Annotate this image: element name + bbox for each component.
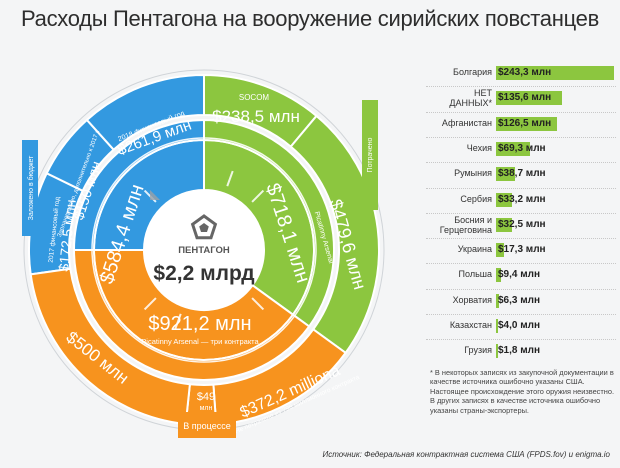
country-row: Грузия $1,8 млн: [416, 339, 620, 364]
country-value-label: $126,5 млн: [498, 117, 552, 129]
center-arrows: [150, 190, 160, 200]
row-divider: [426, 238, 616, 240]
budget-flag: Заложено в бюджет: [22, 140, 38, 236]
row-divider: [426, 314, 616, 315]
row-divider: [426, 187, 616, 189]
delivered-flag-label: Потрачено: [367, 137, 374, 172]
country-row: НЕТ ДАННЫХ* $135,6 млн: [416, 86, 620, 111]
country-bar: [496, 91, 562, 106]
flow-arrow: [251, 189, 265, 203]
row-divider: [426, 339, 616, 341]
country-bar: [496, 344, 498, 359]
inner-orange-value: $921,2 млн: [148, 313, 251, 335]
footnote: * В некоторых записях из закупочной доку…: [430, 368, 615, 415]
country-value-label: $32,5 млн: [498, 218, 546, 230]
country-bar: [496, 293, 500, 308]
country-label: Румыния: [454, 168, 492, 179]
country-row: Чехия $69,3 млн: [416, 137, 620, 162]
country-row: Босния и Герцеговина $32,5 млн: [416, 213, 620, 238]
pentagon-icon: [190, 214, 218, 240]
mid-orange-segment: [72, 249, 311, 381]
country-value-label: $69,3 млн: [498, 142, 546, 154]
row-divider: [426, 212, 616, 214]
spending-donut: ПЕНТАГОН $2,2 млрд $584,4 млн $718,1 млн…: [22, 69, 385, 438]
country-value-label: $1,8 млн: [498, 345, 541, 357]
country-row: Казахстан $4,0 млн: [416, 314, 620, 339]
country-bar: [496, 141, 530, 156]
row-divider: [426, 263, 616, 265]
center-label: ПЕНТАГОН: [178, 245, 230, 256]
outer-socom-value: $238,5 млн: [212, 107, 300, 126]
row-divider: [426, 162, 616, 164]
flow-arrow: [226, 170, 234, 187]
country-bar: [496, 217, 512, 232]
flow-arrow: [251, 297, 265, 311]
country-row: Хорватия $6,3 млн: [416, 289, 620, 314]
country-label: Украина: [457, 244, 492, 255]
outer-socom-caption: SOCOM: [239, 93, 270, 102]
ring-line: [91, 137, 317, 363]
country-value-label: $135,6 млн: [498, 92, 552, 104]
center-disc: [144, 190, 264, 310]
country-label: Болгария: [453, 67, 492, 77]
row-divider: [426, 111, 616, 113]
country-label: Афганистан: [441, 117, 492, 128]
outer-500-segment: [29, 267, 191, 426]
row-divider: [426, 136, 616, 138]
country-bar-chart: Болгария $243,3 млн НЕТ ДАННЫХ* $135,6 млн Аф…: [416, 57, 620, 363]
country-row: Украина $17,3 млн: [416, 238, 620, 263]
country-bar: [496, 66, 614, 80]
country-label: Казахстан: [449, 320, 492, 330]
country-bar: [496, 319, 498, 333]
country-label: Босния и Герцеговина: [439, 214, 492, 235]
outer-fy2017-value: $172,5 млн: [55, 199, 78, 273]
row-divider: [426, 86, 616, 88]
in-process-flag: В процессе: [178, 412, 236, 438]
flow-arrow: [174, 313, 182, 330]
country-bar: [496, 167, 515, 182]
country-value-label: $17,3 млн: [498, 244, 546, 256]
country-value-label: $243,3 млн: [498, 67, 552, 78]
country-value-label: $4,0 млн: [498, 320, 541, 331]
outer-49-unit: млн: [200, 405, 213, 412]
page-title: Расходы Пентагона на вооружение сирийски…: [21, 6, 599, 31]
country-row: Болгария $243,3 млн: [416, 61, 620, 86]
country-value-label: $9,4 млн: [498, 269, 541, 281]
country-row: Румыния $38,7 млн: [416, 162, 620, 187]
budget-flag-label: Заложено в бюджет: [27, 155, 35, 221]
country-bar: [496, 268, 501, 283]
country-label: Чехия: [466, 142, 492, 153]
row-divider: [426, 288, 616, 290]
country-row: Сербия $33,2 млн: [416, 188, 620, 213]
country-value-label: $6,3 млн: [498, 294, 541, 306]
country-label: Сербия: [460, 193, 492, 204]
center-value: $2,2 млрд: [153, 262, 254, 285]
donut-segments: [28, 73, 380, 426]
country-value-label: $38,7 млн: [498, 168, 546, 180]
country-value-label: $33,2 млн: [498, 193, 546, 205]
flow-arrow: [143, 297, 157, 311]
source-note: Источник: Федеральная контрактная систем…: [322, 450, 610, 459]
country-label: Польша: [458, 269, 492, 280]
country-label: Хорватия: [452, 294, 492, 305]
country-row: Польша $9,4 млн: [416, 263, 620, 288]
country-bar: [496, 116, 558, 131]
country-label: НЕТ ДАННЫХ*: [449, 88, 492, 109]
country-row: Афганистан $126,5 млн: [416, 112, 620, 137]
country-bar: [496, 192, 513, 207]
inner-orange-caption: Picatinny Arsenal — три контракта: [141, 337, 259, 346]
country-bar: [496, 243, 505, 258]
in-process-flag-label: В процессе: [183, 421, 230, 431]
country-label: Грузия: [464, 345, 492, 356]
delivered-flag: Потрачено: [362, 100, 378, 210]
outer-49-value: $49: [197, 391, 215, 403]
